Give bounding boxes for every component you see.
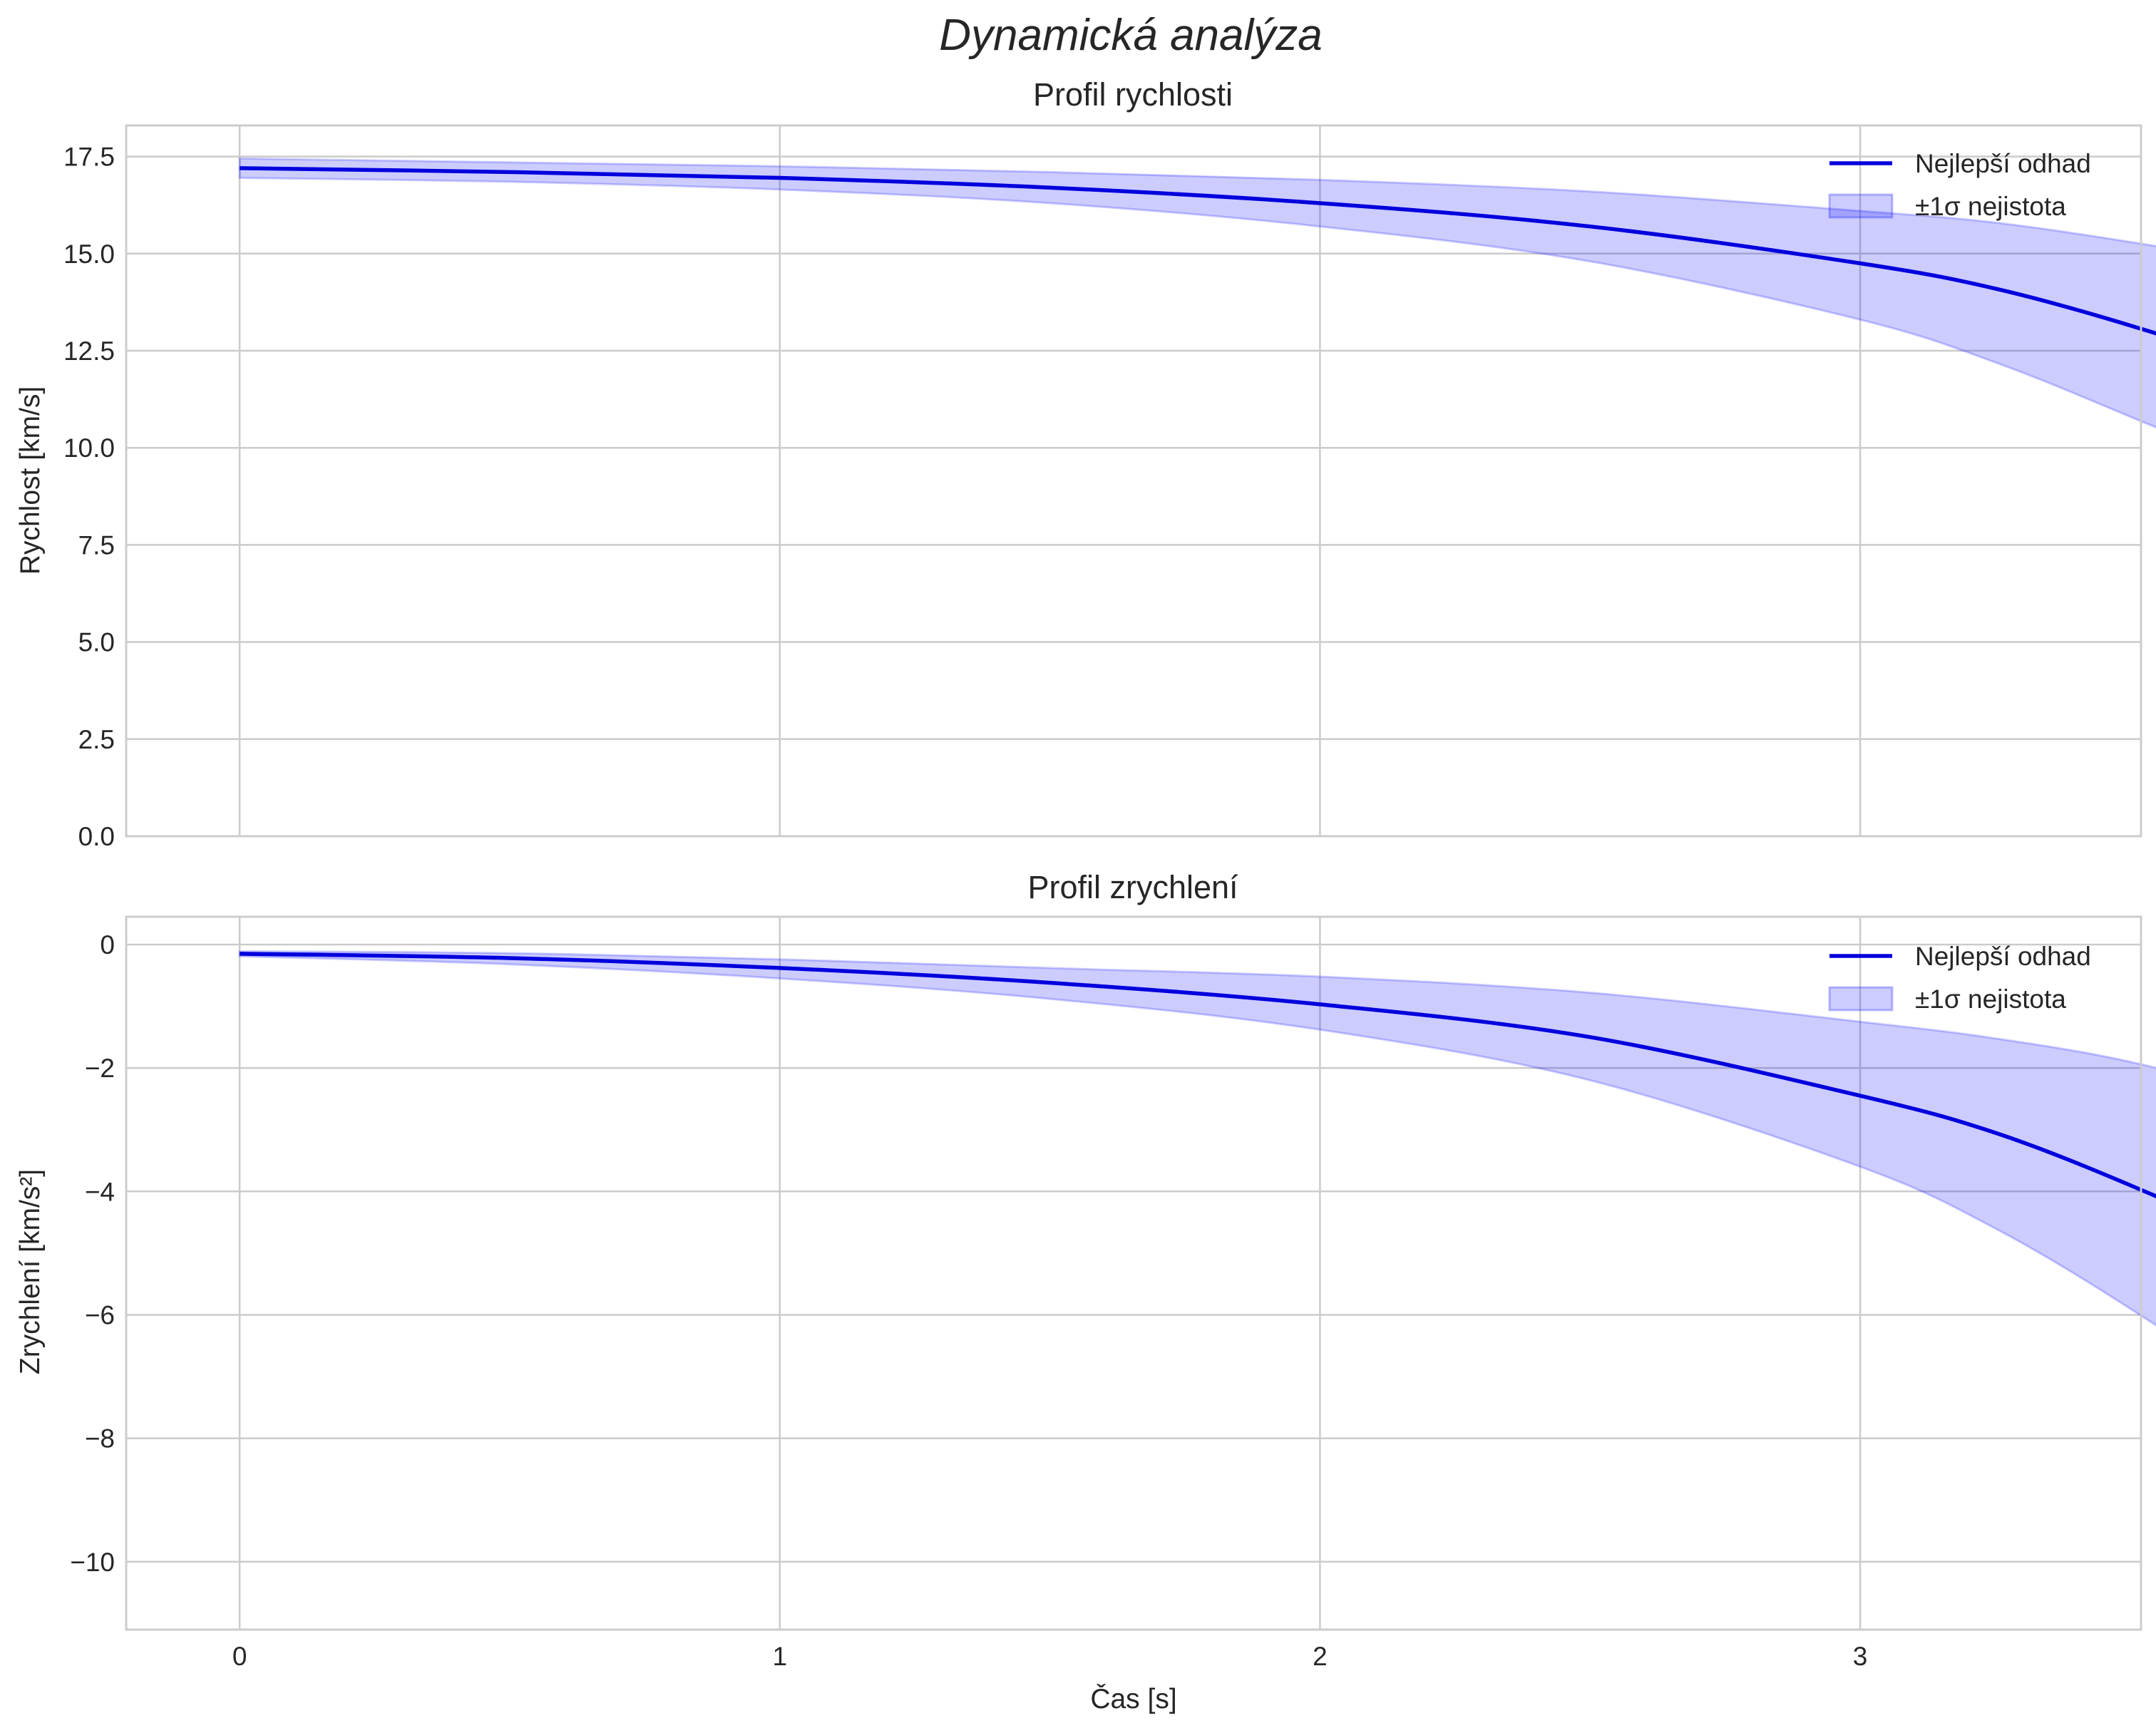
velocity-legend-label-estimate: Nejlepší odhad <box>1915 149 2091 178</box>
acceleration-legend: Nejlepší odhad ±1σ nejistota <box>1828 942 2091 1014</box>
acceleration-y-tick-label: −4 <box>85 1177 115 1206</box>
velocity-legend-band-swatch <box>1828 193 1894 219</box>
velocity-y-tick-label: 2.5 <box>78 725 115 754</box>
acceleration-legend-band-swatch <box>1828 986 1894 1012</box>
acceleration-best-estimate-line <box>240 952 2156 1198</box>
acceleration-x-axis-label: Čas [s] <box>1090 1683 1176 1714</box>
velocity-legend-label-uncertainty: ±1σ nejistota <box>1915 192 2066 221</box>
acceleration-x-tick-label: 0 <box>232 1642 247 1671</box>
acceleration-panel: Profil zrychlení 012340−2−4−6−8−10 Zrych… <box>15 869 2156 1714</box>
acceleration-y-tick-label: −10 <box>70 1548 115 1577</box>
acceleration-y-axis-label: Zrychlení [km/s²] <box>15 1169 46 1374</box>
acceleration-x-tick-label: 1 <box>772 1642 787 1671</box>
velocity-y-tick-label: 10.0 <box>63 433 115 463</box>
velocity-legend: Nejlepší odhad ±1σ nejistota <box>1828 149 2091 221</box>
velocity-y-tick-label: 15.0 <box>63 240 115 269</box>
figure-title: Dynamická analýza <box>939 11 1323 60</box>
velocity-panel: Profil rychlosti 0.0 2.5 5.0 7.5 10.0 12.5 15.… <box>15 76 2156 851</box>
acceleration-y-tick-label: −2 <box>85 1054 115 1083</box>
velocity-best-estimate-line <box>240 166 2156 336</box>
velocity-y-tick-label: 12.5 <box>63 336 115 366</box>
acceleration-x-tick-label: 2 <box>1313 1642 1328 1671</box>
acceleration-uncertainty-band <box>238 950 2156 1327</box>
acceleration-y-tick-label: −6 <box>85 1300 115 1330</box>
acceleration-grid <box>126 917 2141 1630</box>
velocity-y-tick-label: 5.0 <box>78 628 115 657</box>
velocity-y-axis-label: Rychlost [km/s] <box>15 386 46 575</box>
velocity-y-tick-label: 0.0 <box>78 822 115 851</box>
velocity-panel-title: Profil rychlosti <box>1033 76 1233 113</box>
velocity-y-tick-label: 7.5 <box>78 530 115 560</box>
acceleration-y-tick-label: −8 <box>85 1424 115 1454</box>
velocity-uncertainty-band <box>238 157 2156 429</box>
acceleration-legend-label-estimate: Nejlepší odhad <box>1915 942 2091 971</box>
acceleration-plot-frame <box>125 915 2142 1631</box>
acceleration-legend-label-uncertainty: ±1σ nejistota <box>1915 984 2066 1014</box>
velocity-tick-labels: 0.0 2.5 5.0 7.5 10.0 12.5 15.0 17.5 <box>63 143 115 851</box>
velocity-plot-frame <box>125 124 2142 838</box>
acceleration-x-tick-label: 3 <box>1853 1642 1868 1671</box>
velocity-y-tick-label: 17.5 <box>63 143 115 172</box>
acceleration-panel-title: Profil zrychlení <box>1027 869 1238 905</box>
acceleration-tick-labels: 012340−2−4−6−8−10 <box>70 930 1868 1671</box>
acceleration-y-tick-label: 0 <box>100 930 115 960</box>
